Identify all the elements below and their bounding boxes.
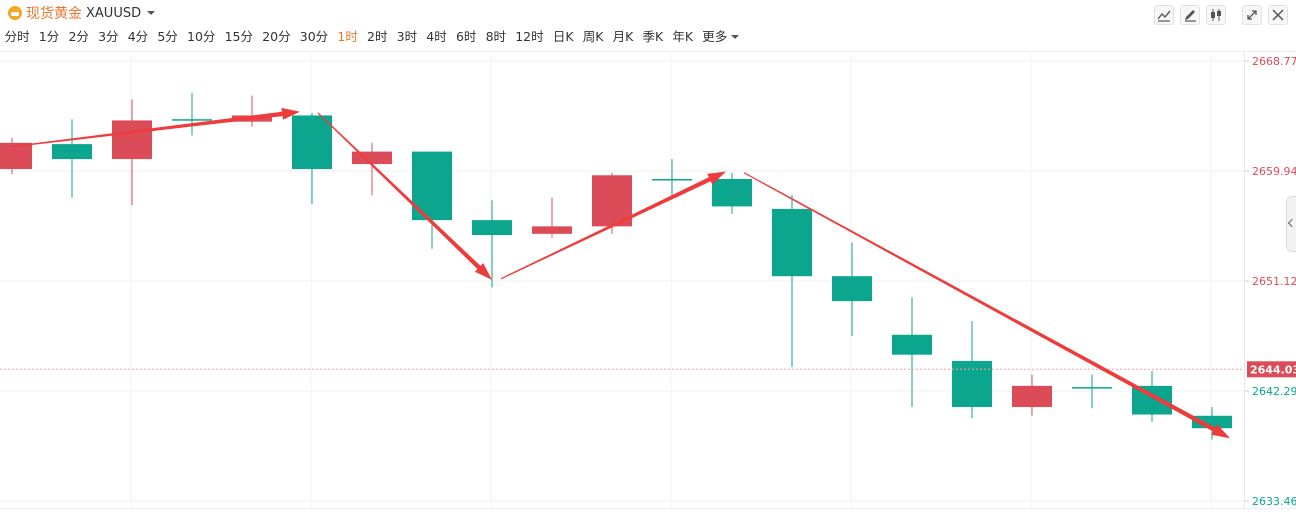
candle-body	[652, 179, 692, 181]
candle-body	[472, 220, 512, 236]
candle-body	[52, 144, 92, 160]
symbol-name: 现货黄金	[26, 6, 82, 22]
y-tick-label: 2659.94	[1252, 165, 1296, 178]
more-periods-label: 更多	[702, 29, 728, 44]
period-tab[interactable]: 5分	[157, 29, 178, 44]
period-tab[interactable]: 3时	[396, 29, 418, 44]
period-tab[interactable]: 1时	[337, 29, 358, 44]
candle-body	[832, 276, 872, 302]
draw-icon[interactable]	[1180, 5, 1200, 25]
period-tab[interactable]: 3分	[98, 29, 119, 44]
candle-body	[112, 120, 152, 160]
period-tab[interactable]: 8时	[485, 29, 507, 44]
close-icon[interactable]	[1268, 5, 1288, 25]
period-tab[interactable]: 20分	[262, 29, 291, 44]
period-tab[interactable]: 10分	[187, 29, 216, 44]
candle-body	[352, 151, 392, 165]
y-tick-label: 2642.29	[1252, 385, 1296, 398]
candle-type-icon[interactable]	[1206, 5, 1226, 25]
candle-body	[292, 115, 332, 170]
symbol-code: XAUUSD	[86, 5, 142, 21]
period-tabs: 分时 1分 2分 3分 4分 5分 10分 15分 20分 30分 1时 2时 3时 4时 6时 8时 12时日…	[0, 27, 744, 47]
trend-arrow	[500, 171, 726, 280]
y-tick-label: 2668.77	[1252, 55, 1296, 68]
chevron-down-icon	[147, 11, 156, 15]
candle-body	[892, 334, 932, 355]
candle-body	[952, 360, 992, 408]
candle-body	[1072, 387, 1112, 389]
chevron-down-icon	[731, 35, 740, 39]
candle-body	[712, 179, 752, 207]
header-divider	[0, 51, 1296, 52]
period-tab[interactable]: 4时	[426, 29, 447, 44]
fullscreen-icon[interactable]	[1242, 5, 1262, 25]
candle-body	[1132, 385, 1172, 415]
period-tab[interactable]: 6时	[455, 29, 477, 44]
period-tab[interactable]: 2分	[68, 29, 89, 44]
candle-body	[772, 208, 812, 277]
period-tab[interactable]: 30分	[299, 29, 329, 44]
period-tab[interactable]: 1分	[38, 29, 60, 44]
last-price-tag	[1247, 361, 1296, 378]
symbol-selector[interactable]: 现货黄金 XAUUSD	[8, 3, 156, 23]
trend-arrow	[743, 172, 1230, 439]
candle-body	[172, 119, 212, 121]
trend-arrow	[317, 112, 492, 280]
period-tab[interactable]: 年K	[672, 29, 694, 44]
period-tab[interactable]: 12时	[515, 29, 544, 44]
period-tab[interactable]: 2时	[367, 29, 388, 44]
period-tab[interactable]: 15分	[224, 29, 253, 44]
toolbar	[1154, 5, 1288, 25]
y-tick-label: 2651.12	[1252, 275, 1296, 288]
period-tab[interactable]: 日K	[552, 29, 574, 44]
indicator-icon[interactable]	[1154, 5, 1174, 25]
candle-body	[1012, 385, 1052, 408]
collapse-panel-handle[interactable]	[1286, 196, 1296, 252]
candle-body	[0, 142, 32, 170]
period-tab[interactable]: 分时	[4, 29, 30, 44]
period-tab[interactable]: 4分	[127, 29, 149, 44]
last-price-label: 2644.03	[1250, 363, 1296, 376]
trend-arrow	[11, 107, 301, 148]
period-tab[interactable]: 月K	[612, 29, 634, 44]
more-periods-button[interactable]: 更多	[698, 28, 744, 46]
chart-header: 现货黄金 XAUUSD	[0, 0, 1296, 26]
period-tab[interactable]: 季K	[642, 29, 664, 44]
y-tick-label: 2633.46	[1252, 495, 1296, 508]
gold-icon	[8, 6, 22, 20]
candle-body	[532, 226, 572, 234]
period-tab[interactable]: 周K	[582, 29, 604, 44]
